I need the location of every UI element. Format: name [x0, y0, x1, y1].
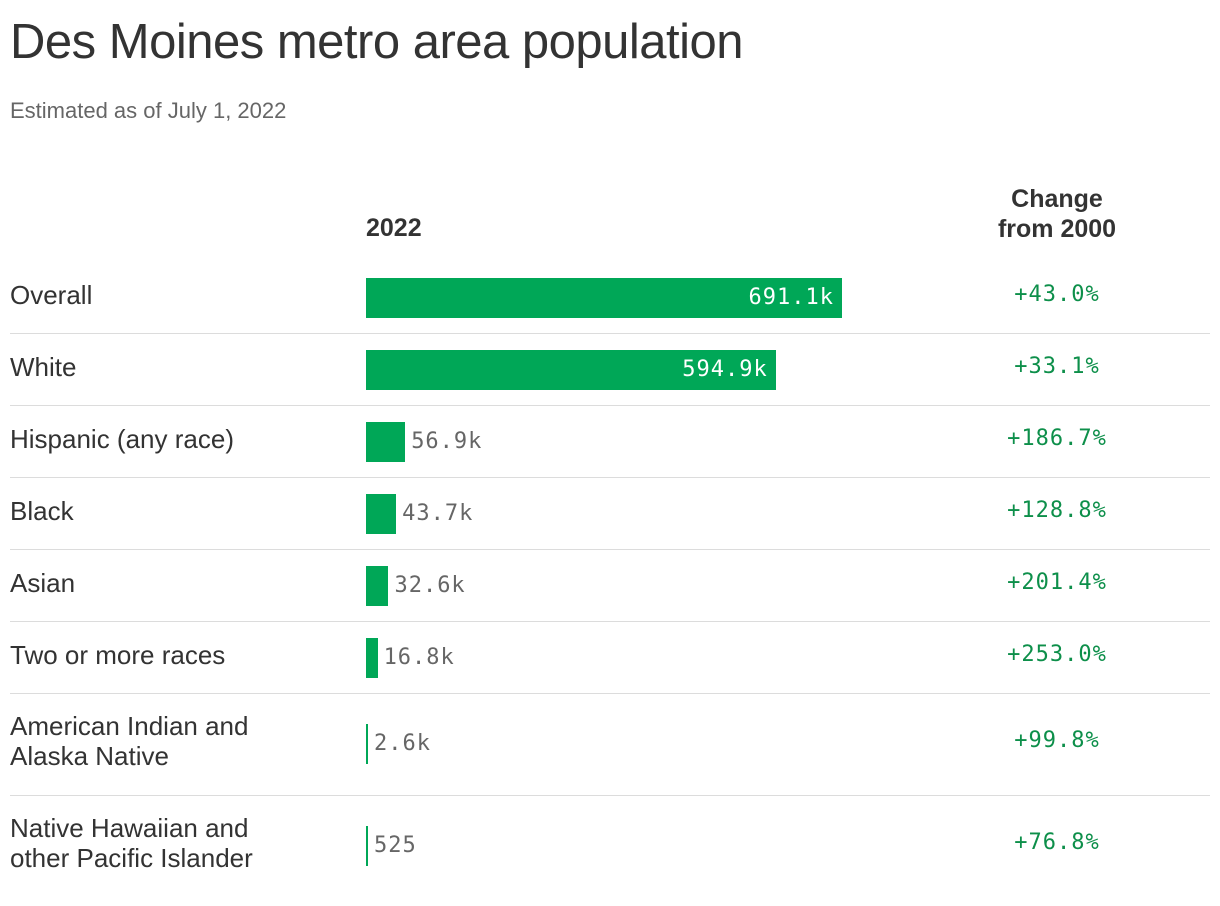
change-label: +253.0% — [1007, 642, 1107, 667]
bar — [366, 494, 397, 534]
change-label: +33.1% — [1014, 354, 1100, 379]
category-label-line: Asian — [10, 568, 76, 598]
category-label-line: other Pacific Islander — [10, 843, 253, 873]
value-label: 32.6k — [394, 573, 466, 598]
category-label-line: Overall — [10, 280, 93, 310]
category-label: Hispanic (any race) — [10, 424, 234, 454]
category-label-line: Two or more races — [10, 640, 226, 670]
chart-title: Des Moines metro area population — [10, 15, 744, 69]
category-label-line: Alaska Native — [10, 741, 169, 771]
value-label: 525 — [374, 833, 417, 858]
value-label: 2.6k — [374, 731, 431, 756]
value-label: 56.9k — [411, 429, 483, 454]
chart-subtitle: Estimated as of July 1, 2022 — [10, 98, 287, 123]
category-label-line: Native Hawaiian and — [10, 813, 249, 843]
column-header-change-line-2: from 2000 — [997, 215, 1117, 243]
category-label: Asian — [10, 568, 75, 598]
row-divider — [10, 477, 1210, 478]
category-label: Overall — [10, 280, 92, 310]
row-divider — [10, 795, 1210, 796]
change-label: +99.8% — [1014, 728, 1100, 753]
category-label: Two or more races — [10, 640, 225, 670]
bar — [366, 422, 406, 462]
category-label-line: Hispanic (any race) — [10, 424, 234, 454]
row-divider — [10, 621, 1210, 622]
category-label: Native Hawaiian and other Pacific Islande… — [10, 813, 253, 873]
row-divider — [10, 333, 1210, 334]
category-label-line: Black — [10, 496, 74, 526]
change-label: +186.7% — [1007, 426, 1107, 451]
column-header-2022: 2022 — [366, 214, 422, 242]
category-label-line: American Indian and — [10, 711, 249, 741]
value-label: 594.9k — [682, 357, 768, 382]
bar — [366, 724, 368, 764]
bar — [366, 638, 378, 678]
value-label: 43.7k — [402, 501, 474, 526]
bar — [366, 826, 368, 866]
bar — [366, 566, 389, 606]
change-label: +43.0% — [1014, 282, 1100, 307]
column-header-change-line-1: Change — [1011, 185, 1103, 213]
change-label: +76.8% — [1014, 830, 1100, 855]
change-label: +128.8% — [1007, 498, 1107, 523]
bar — [366, 350, 776, 390]
value-label: 16.8k — [383, 645, 455, 670]
category-label: American Indian and Alaska Native — [10, 711, 248, 771]
row-divider — [10, 693, 1210, 694]
row-divider — [10, 549, 1210, 550]
change-label: +201.4% — [1007, 570, 1107, 595]
column-header-change: Change from 2000 — [960, 184, 1154, 244]
category-label: White — [10, 352, 76, 382]
row-divider — [10, 405, 1210, 406]
bar — [366, 278, 842, 318]
value-label: 691.1k — [748, 285, 834, 310]
category-label: Black — [10, 496, 74, 526]
category-label-line: White — [10, 352, 77, 382]
